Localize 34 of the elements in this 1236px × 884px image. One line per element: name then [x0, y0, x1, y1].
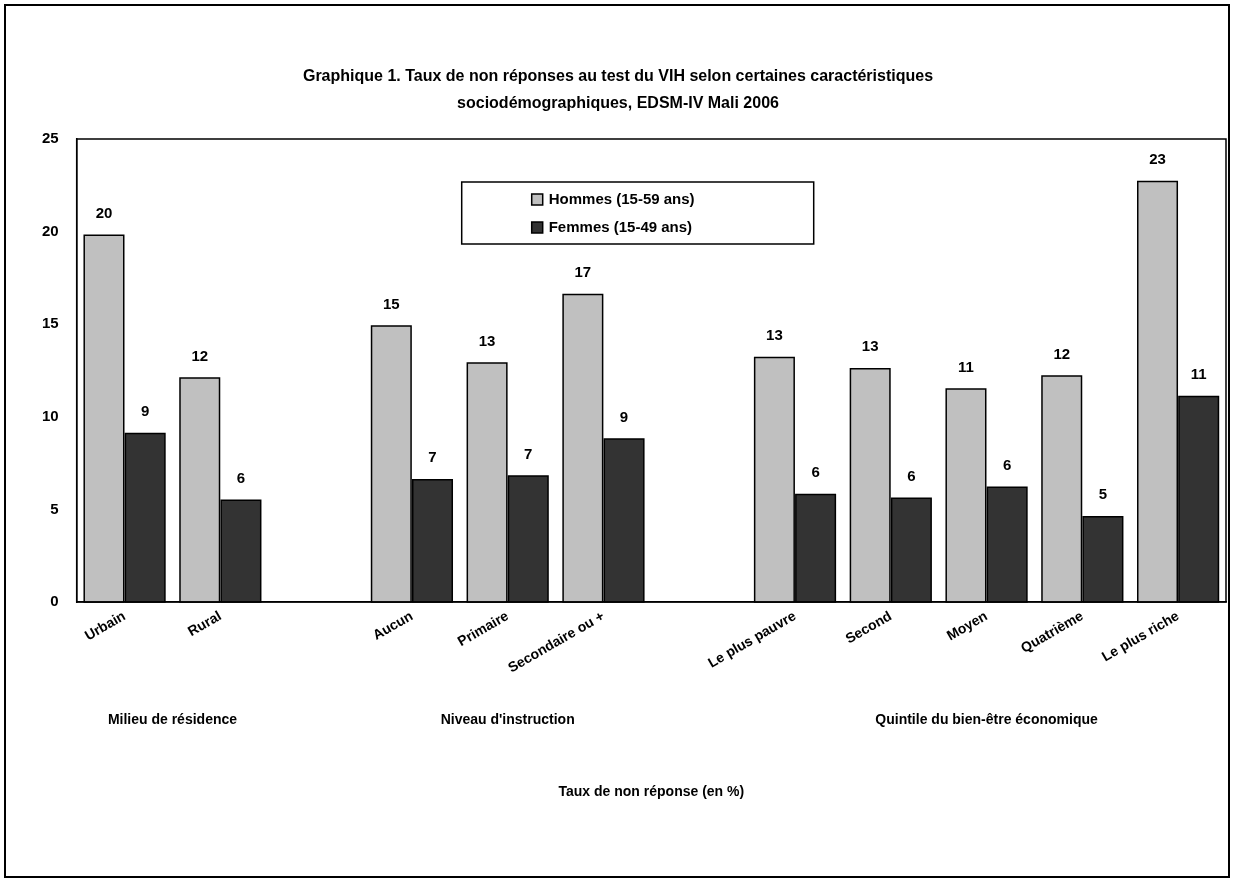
text: Niveau d'instruction: [440, 710, 575, 727]
data-label: 13: [861, 337, 879, 355]
chart-title: Graphique 1. Taux de non réponses au test du VIH selon certaines caractéristiques sociodémographiques, EDSM-IV Mali 2006: [301, 66, 935, 113]
data-label: 6: [236, 468, 246, 486]
data-label: 7: [524, 444, 533, 462]
data-label: 7: [428, 448, 437, 466]
data-label: 12: [1053, 344, 1071, 362]
data-label: 11: [958, 357, 974, 375]
data-label: 11: [1190, 365, 1207, 383]
y-tick-label: 20: [42, 221, 59, 239]
data-label: 13: [766, 326, 783, 344]
data-label: 6: [1002, 455, 1012, 473]
y-tick-label: 0: [50, 592, 59, 610]
y-tick-label: 15: [42, 314, 59, 332]
text: Quintile du bien-être économique: [875, 710, 1098, 727]
data-label: 20: [95, 203, 113, 221]
y-tick-label: 25: [42, 129, 59, 147]
data-label: 17: [574, 263, 592, 281]
text: Milieu de résidence: [107, 710, 238, 727]
legend-label: Hommes (15-59 ans): [548, 190, 695, 208]
data-label: 5: [1098, 485, 1108, 503]
legend-label: Femmes (15-49 ans): [548, 218, 693, 236]
data-label: 6: [811, 463, 820, 481]
text: Taux de non réponse (en %): [558, 782, 745, 799]
data-label: 6: [907, 466, 916, 484]
data-label: 13: [478, 331, 496, 349]
x-tick-label: Le plus riche: [1098, 607, 1182, 665]
y-tick-label: 10: [42, 406, 59, 424]
data-label: 9: [140, 402, 150, 420]
data-label: 15: [382, 294, 400, 312]
y-tick-label: 5: [50, 499, 59, 517]
data-label: 23: [1149, 150, 1166, 168]
data-label: 12: [191, 346, 209, 364]
data-label: 9: [619, 407, 629, 425]
